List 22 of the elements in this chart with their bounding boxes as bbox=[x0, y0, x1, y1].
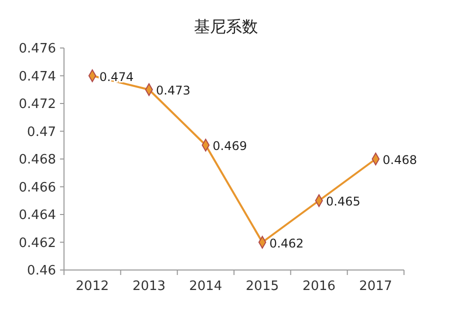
y-tick-label: 0.47 bbox=[27, 124, 56, 140]
y-tick-label: 0.464 bbox=[18, 208, 56, 224]
data-label: 0.474 bbox=[99, 70, 134, 84]
data-label: 0.473 bbox=[156, 84, 190, 98]
data-label: 0.468 bbox=[382, 153, 418, 167]
x-tick-label: 2014 bbox=[189, 279, 222, 294]
y-tick-label: 0.474 bbox=[18, 69, 56, 84]
x-tick-label: 2013 bbox=[132, 279, 166, 294]
data-label: 0.462 bbox=[269, 236, 304, 250]
y-tick-label: 0.468 bbox=[18, 152, 56, 168]
x-tick-label: 2016 bbox=[302, 279, 336, 294]
y-tick-label: 0.476 bbox=[18, 42, 56, 57]
y-tick-label: 0.472 bbox=[18, 97, 56, 112]
y-tick-label: 0.46 bbox=[27, 264, 56, 279]
x-tick-label: 2015 bbox=[246, 279, 279, 294]
y-tick-label: 0.462 bbox=[18, 236, 56, 251]
data-label: 0.469 bbox=[212, 139, 248, 154]
chart-title: 基尼系数 bbox=[194, 17, 258, 36]
x-tick-label: 2017 bbox=[359, 279, 392, 294]
y-tick-label: 0.466 bbox=[18, 180, 56, 196]
x-tick-label: 2012 bbox=[76, 279, 109, 294]
data-label: 0.465 bbox=[326, 194, 360, 209]
